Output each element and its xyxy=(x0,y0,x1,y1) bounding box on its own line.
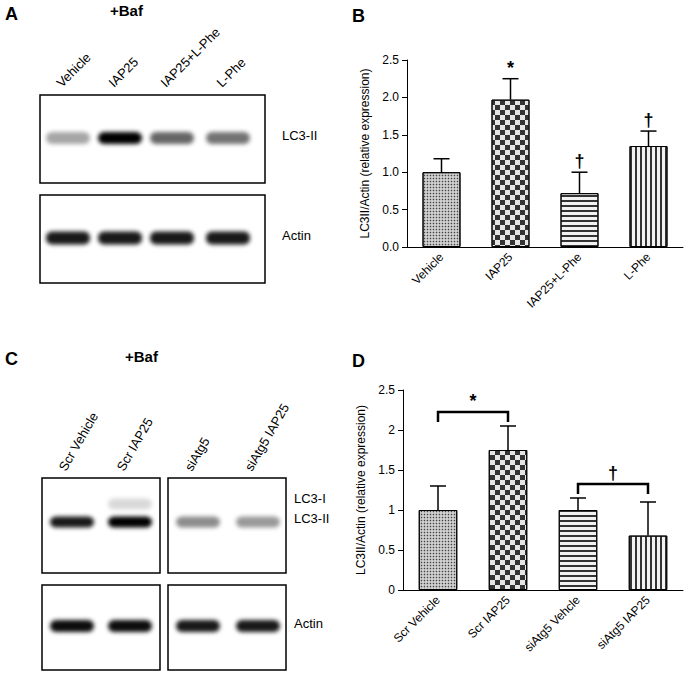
svg-text:2: 2 xyxy=(388,423,395,437)
svg-text:Vehicle: Vehicle xyxy=(409,250,446,287)
svg-text:LC3-II: LC3-II xyxy=(282,128,317,143)
svg-text:siAtg5 IAP25: siAtg5 IAP25 xyxy=(594,593,653,652)
svg-text:L-Phe: L-Phe xyxy=(621,250,654,283)
svg-text:A: A xyxy=(5,4,18,24)
svg-text:1: 1 xyxy=(388,503,395,517)
svg-text:+Baf: +Baf xyxy=(110,2,144,19)
svg-text:0.0: 0.0 xyxy=(382,240,399,254)
svg-text:siAtg5 IAP25: siAtg5 IAP25 xyxy=(242,401,293,474)
svg-text:siAtg5 Vehcle: siAtg5 Vehcle xyxy=(522,593,583,654)
svg-text:†: † xyxy=(608,463,618,483)
svg-text:LC3-II: LC3-II xyxy=(294,511,329,526)
svg-text:2.0: 2.0 xyxy=(382,90,399,104)
svg-text:Scr IAP25: Scr IAP25 xyxy=(465,593,513,641)
svg-text:LC3-I: LC3-I xyxy=(294,491,326,506)
svg-text:1.5: 1.5 xyxy=(382,128,399,142)
svg-text:Scr Vehicle: Scr Vehicle xyxy=(391,593,444,646)
svg-text:†: † xyxy=(643,110,653,130)
svg-text:*: * xyxy=(469,391,476,411)
svg-text:2.5: 2.5 xyxy=(378,383,395,397)
svg-text:†: † xyxy=(574,151,584,171)
svg-text:IAP25: IAP25 xyxy=(482,250,515,283)
svg-text:Vehicle: Vehicle xyxy=(54,50,94,90)
svg-text:2.5: 2.5 xyxy=(382,53,399,67)
svg-text:L-Phe: L-Phe xyxy=(214,55,249,90)
svg-text:1.0: 1.0 xyxy=(382,165,399,179)
svg-text:*: * xyxy=(507,58,514,78)
svg-text:IAP25: IAP25 xyxy=(106,54,142,90)
svg-text:Actin: Actin xyxy=(294,616,323,631)
svg-text:1.5: 1.5 xyxy=(378,463,395,477)
svg-text:LC3II/Actin (relative expressi: LC3II/Actin (relative expression) xyxy=(358,68,372,238)
svg-text:0.5: 0.5 xyxy=(382,203,399,217)
svg-text:D: D xyxy=(352,351,365,371)
svg-text:0: 0 xyxy=(388,583,395,597)
svg-text:siAtg5: siAtg5 xyxy=(182,435,213,474)
svg-text:0.5: 0.5 xyxy=(378,543,395,557)
svg-text:+Baf: +Baf xyxy=(125,348,159,365)
svg-text:Scr Vehicle: Scr Vehicle xyxy=(56,410,102,474)
svg-text:C: C xyxy=(5,349,18,369)
svg-text:B: B xyxy=(352,6,365,26)
svg-text:IAP25+L-Phe: IAP25+L-Phe xyxy=(157,24,224,91)
svg-text:Scr IAP25: Scr IAP25 xyxy=(114,415,156,473)
svg-text:Actin: Actin xyxy=(282,228,311,243)
svg-text:IAP25+L-Phe: IAP25+L-Phe xyxy=(524,250,585,311)
svg-text:LC3II/Actin (relative expressi: LC3II/Actin (relative expression) xyxy=(354,405,368,575)
